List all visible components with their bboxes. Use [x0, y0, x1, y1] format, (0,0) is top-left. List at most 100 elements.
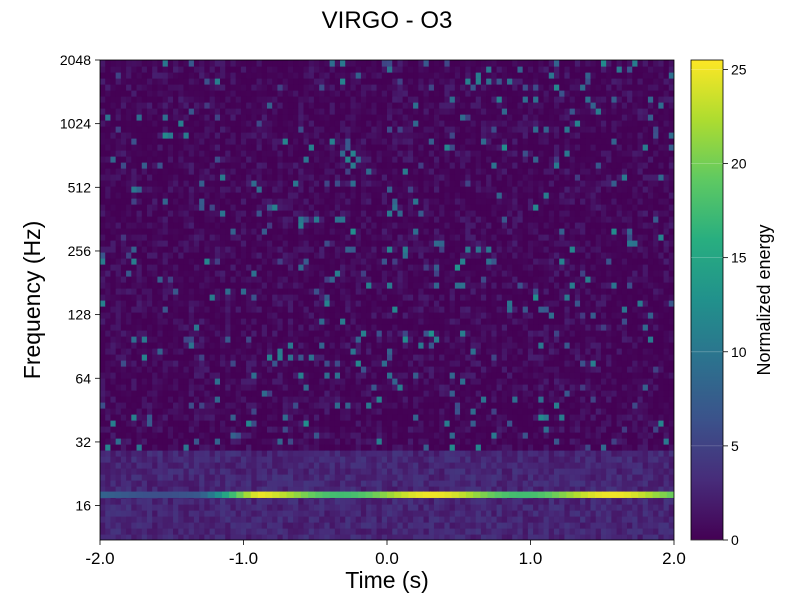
heatmap-cell	[100, 426, 106, 433]
heatmap-cell	[595, 504, 602, 511]
heatmap-cell	[183, 324, 190, 331]
heatmap-cell	[527, 456, 534, 463]
heatmap-cell	[653, 462, 659, 469]
heatmap-cell	[428, 450, 435, 457]
heatmap-cell	[600, 330, 607, 337]
heatmap-cell	[141, 474, 148, 481]
heatmap-cell	[287, 474, 294, 481]
heatmap-cell	[548, 474, 555, 481]
heatmap-cell	[600, 318, 607, 325]
heatmap-cell	[433, 336, 440, 343]
heatmap-cell	[475, 324, 482, 331]
heatmap-cell	[345, 300, 352, 307]
heatmap-cell	[272, 408, 279, 415]
heatmap-cell	[480, 270, 487, 277]
heatmap-cell	[366, 486, 372, 493]
heatmap-cell	[329, 432, 336, 439]
heatmap-cell	[204, 330, 211, 337]
heatmap-cell	[324, 276, 331, 283]
heatmap-cell	[230, 378, 237, 385]
heatmap-cell	[225, 360, 232, 367]
heatmap-cell	[507, 408, 513, 415]
heatmap-cell	[162, 378, 169, 385]
heatmap-cell	[439, 522, 445, 529]
heatmap-cell	[230, 396, 237, 403]
heatmap-cell	[475, 438, 482, 445]
heatmap-cell	[428, 294, 435, 301]
heatmap-cell	[428, 426, 435, 433]
heatmap-cell	[178, 372, 185, 379]
heatmap-cell	[600, 444, 607, 451]
heatmap-cell	[345, 336, 352, 343]
heatmap-cell	[266, 336, 273, 343]
heatmap-cell	[110, 294, 117, 301]
heatmap-cell	[199, 414, 205, 421]
heatmap-cell	[188, 288, 195, 295]
heatmap-cell	[428, 372, 435, 379]
heatmap-cell	[663, 426, 670, 433]
heatmap-cell	[313, 426, 320, 433]
heatmap-cell	[193, 366, 200, 373]
heatmap-cell	[507, 324, 513, 331]
heatmap-cell	[293, 486, 299, 493]
heatmap-cell	[313, 276, 320, 283]
heatmap-cell	[413, 294, 419, 301]
heatmap-cell	[569, 534, 576, 540]
heatmap-cell	[381, 294, 388, 301]
heatmap-cell	[115, 408, 122, 415]
heatmap-cell	[402, 444, 409, 451]
heatmap-cell	[475, 378, 482, 385]
heatmap-cell	[512, 396, 519, 403]
heatmap-cell	[100, 510, 106, 517]
heatmap-cell	[272, 414, 279, 421]
heatmap-cell	[621, 450, 628, 457]
heatmap-cell	[611, 420, 618, 427]
heatmap-cell	[611, 408, 618, 415]
heatmap-cell	[470, 318, 477, 325]
heatmap-cell	[553, 414, 560, 421]
heatmap-cell	[553, 294, 560, 301]
heatmap-cell	[371, 450, 378, 457]
heatmap-cell	[360, 324, 367, 331]
heatmap-cell	[225, 462, 232, 469]
heatmap-cell	[183, 390, 190, 397]
heatmap-cell	[611, 480, 618, 487]
heatmap-cell	[183, 342, 190, 349]
heatmap-cell	[230, 426, 237, 433]
heatmap-cell	[527, 462, 534, 469]
heatmap-cell	[663, 408, 670, 415]
heatmap-cell	[308, 510, 315, 517]
heatmap-cell	[413, 336, 419, 343]
heatmap-cell	[480, 336, 487, 343]
heatmap-cell	[444, 312, 451, 319]
heatmap-cell	[115, 384, 122, 391]
heatmap-cell	[606, 432, 612, 439]
heatmap-cell	[465, 420, 472, 427]
heatmap-cell	[574, 390, 581, 397]
heatmap-cell	[178, 390, 185, 397]
heatmap-cell	[157, 372, 164, 379]
heatmap-cell	[126, 426, 132, 433]
heatmap-cell	[527, 366, 534, 373]
heatmap-cell	[126, 516, 132, 523]
heatmap-cell	[522, 432, 529, 439]
heatmap-cell	[507, 300, 513, 307]
heatmap-cell	[580, 330, 586, 337]
heatmap-cell	[392, 378, 399, 385]
heatmap-cell	[308, 330, 315, 337]
heatmap-cell	[355, 294, 362, 301]
heatmap-cell	[606, 510, 612, 517]
heatmap-cell	[512, 480, 519, 487]
heatmap-cell	[428, 504, 435, 511]
heatmap-cell	[240, 318, 247, 325]
heatmap-cell	[433, 324, 440, 331]
heatmap-cell	[272, 510, 279, 517]
heatmap-cell	[486, 462, 492, 469]
heatmap-cell	[621, 456, 628, 463]
heatmap-cell	[293, 450, 299, 457]
heatmap-cell	[209, 330, 216, 337]
heatmap-cell	[507, 474, 513, 481]
heatmap-cell	[282, 342, 289, 349]
heatmap-cell	[282, 330, 289, 337]
heatmap-cell	[402, 282, 409, 289]
